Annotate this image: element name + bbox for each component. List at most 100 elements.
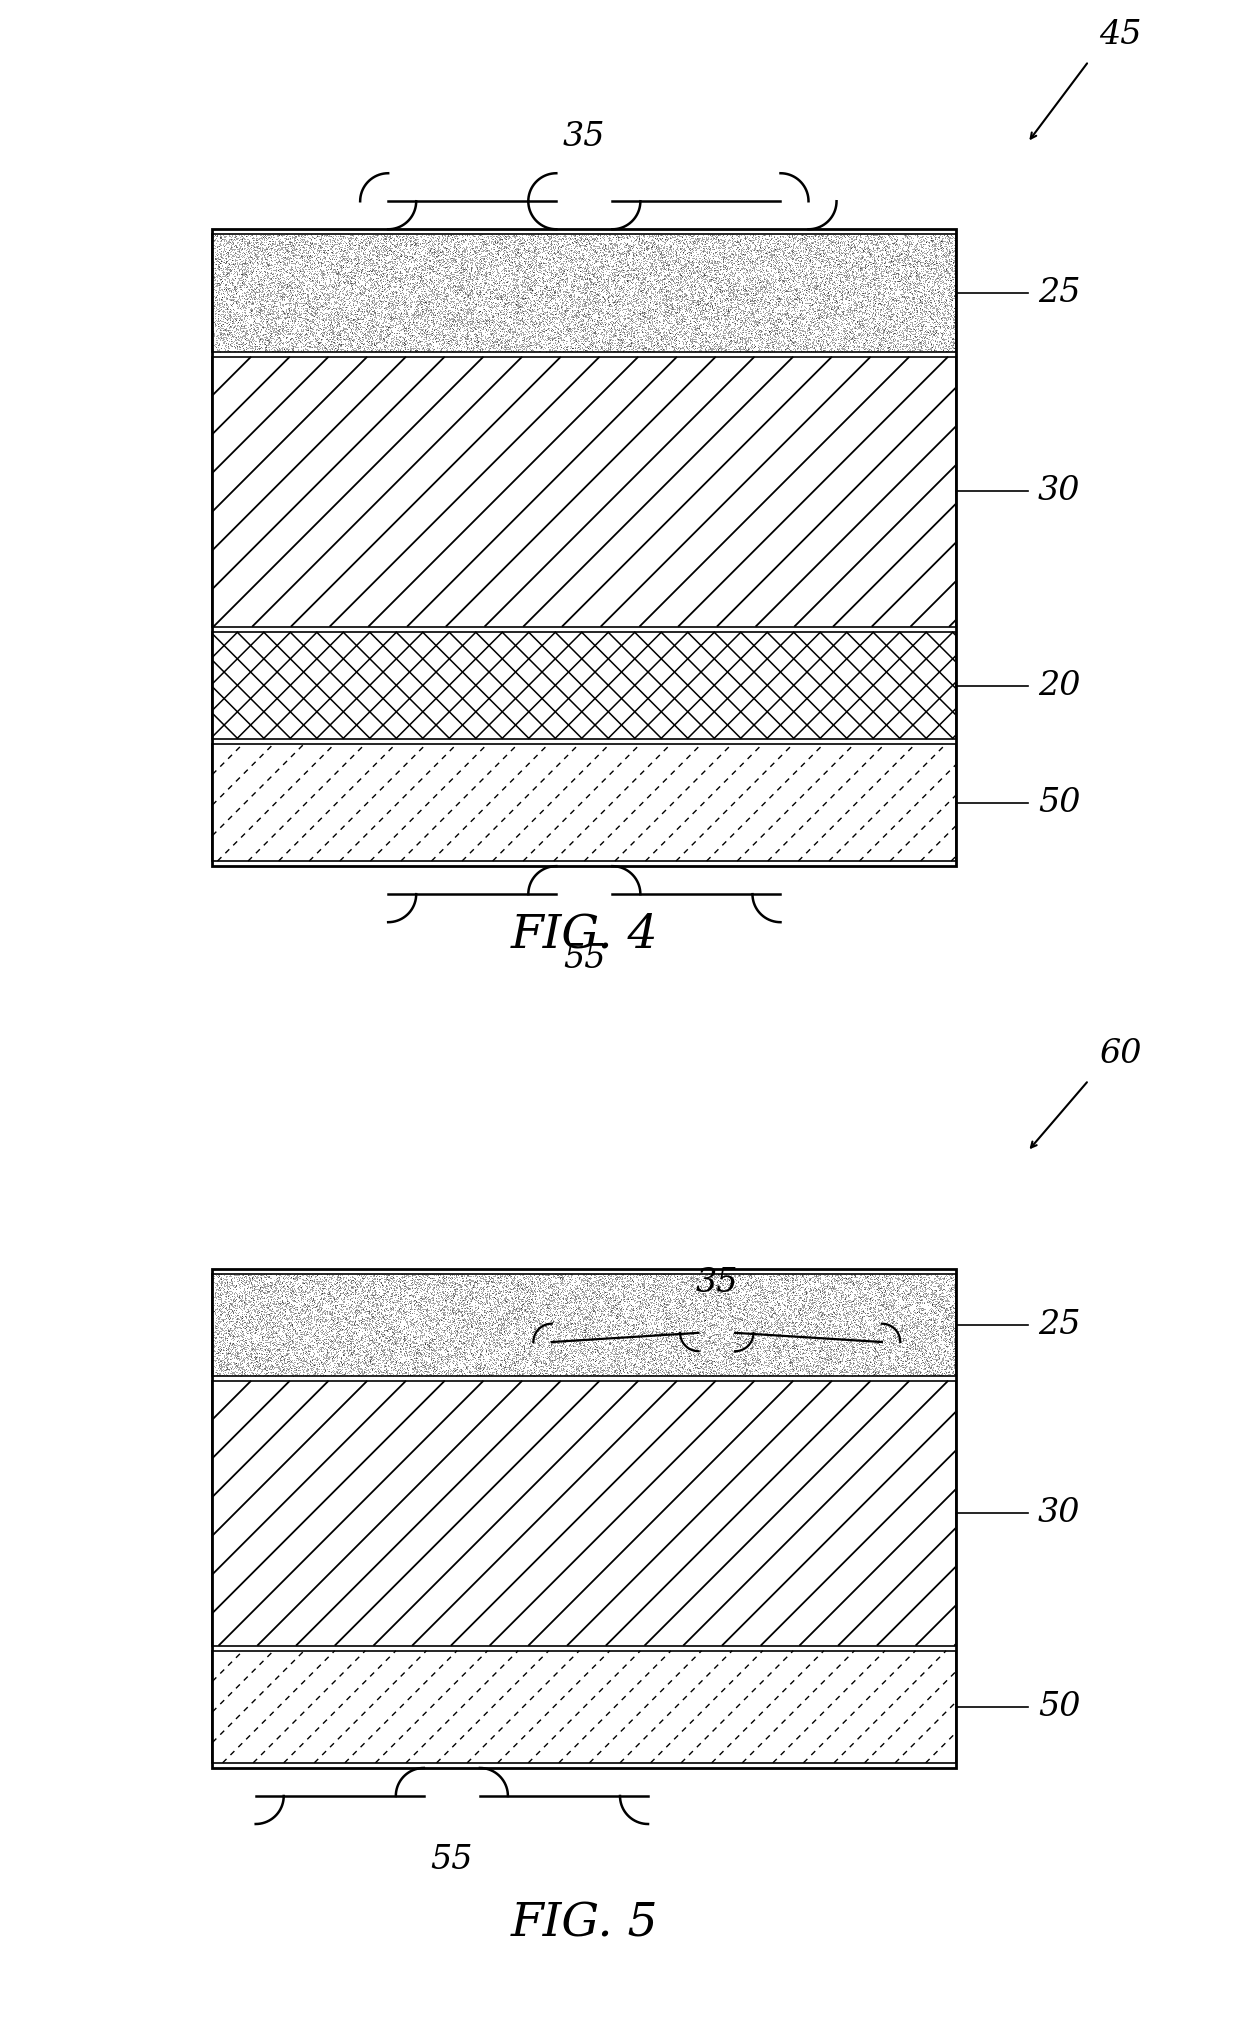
Point xyxy=(365,230,384,263)
Point xyxy=(210,220,229,253)
Point xyxy=(670,224,689,257)
Point xyxy=(208,277,228,310)
Point xyxy=(517,328,537,361)
Point xyxy=(593,1333,613,1365)
Point xyxy=(229,240,249,273)
Point xyxy=(446,318,466,351)
Point xyxy=(383,279,403,312)
Point xyxy=(613,236,632,269)
Point xyxy=(486,1298,506,1331)
Point xyxy=(937,298,957,330)
Point xyxy=(656,330,676,363)
Point xyxy=(815,318,835,351)
Point xyxy=(932,1290,952,1323)
Point xyxy=(352,275,372,308)
Point xyxy=(660,253,680,285)
Point xyxy=(697,1286,717,1319)
Point xyxy=(760,247,780,279)
Point xyxy=(730,332,750,365)
Point xyxy=(366,1355,386,1388)
Point xyxy=(232,1315,252,1347)
Point xyxy=(936,263,956,296)
Point xyxy=(630,308,650,340)
Point xyxy=(763,281,782,314)
Point xyxy=(573,1302,593,1335)
Point xyxy=(508,273,528,306)
Point xyxy=(618,1308,637,1341)
Point xyxy=(722,285,742,318)
Point xyxy=(419,304,439,336)
Point xyxy=(650,222,670,255)
Point xyxy=(418,1298,438,1331)
Point xyxy=(651,224,671,257)
Point xyxy=(207,269,227,302)
Point xyxy=(624,1308,644,1341)
Point xyxy=(458,1349,477,1382)
Point xyxy=(603,267,622,300)
Point xyxy=(432,318,451,351)
Point xyxy=(454,1317,474,1349)
Point xyxy=(800,1347,820,1380)
Point xyxy=(738,324,758,357)
Point xyxy=(474,1310,494,1343)
Point xyxy=(825,1345,844,1378)
Point xyxy=(438,220,458,253)
Point xyxy=(320,302,340,334)
Point xyxy=(894,275,914,308)
Point xyxy=(684,277,704,310)
Point xyxy=(410,320,430,353)
Point xyxy=(727,1270,746,1302)
Point xyxy=(308,1312,327,1345)
Point xyxy=(589,1276,609,1308)
Point xyxy=(242,1268,262,1300)
Point xyxy=(477,334,497,367)
Point xyxy=(311,251,331,283)
Point xyxy=(510,1310,529,1343)
Point xyxy=(412,253,432,285)
Point xyxy=(334,1278,353,1310)
Point xyxy=(647,1335,667,1367)
Point xyxy=(946,267,966,300)
Point xyxy=(275,1339,295,1372)
Point xyxy=(682,1357,702,1390)
Point xyxy=(812,1341,832,1374)
Point xyxy=(873,226,893,259)
Point xyxy=(780,1345,800,1378)
Point xyxy=(715,304,735,336)
Point xyxy=(350,1296,370,1329)
Point xyxy=(913,334,932,367)
Point xyxy=(687,255,707,287)
Point xyxy=(203,1302,223,1335)
Point xyxy=(701,281,720,314)
Point xyxy=(472,251,492,283)
Point xyxy=(630,1345,650,1378)
Point xyxy=(768,253,787,285)
Point xyxy=(241,267,260,300)
Point xyxy=(849,330,869,363)
Point xyxy=(308,1266,327,1298)
Point xyxy=(769,310,789,342)
Point xyxy=(936,257,956,289)
Point xyxy=(940,243,960,275)
Point xyxy=(481,1325,501,1357)
Point xyxy=(417,1345,436,1378)
Point xyxy=(556,1288,575,1321)
Point xyxy=(381,1280,401,1312)
Point xyxy=(219,243,239,275)
Point xyxy=(205,1335,224,1367)
Point xyxy=(746,277,766,310)
Point xyxy=(644,230,663,263)
Point xyxy=(267,328,286,361)
Point xyxy=(351,1282,371,1315)
Point xyxy=(608,298,627,330)
Point xyxy=(796,1310,816,1343)
Point xyxy=(645,1335,665,1367)
Point xyxy=(851,1343,870,1376)
Point xyxy=(804,269,823,302)
Point xyxy=(496,318,516,351)
Point xyxy=(861,1268,880,1300)
Point xyxy=(756,1337,776,1370)
Point xyxy=(861,1276,880,1308)
Point xyxy=(424,269,444,302)
Point xyxy=(739,1280,759,1312)
